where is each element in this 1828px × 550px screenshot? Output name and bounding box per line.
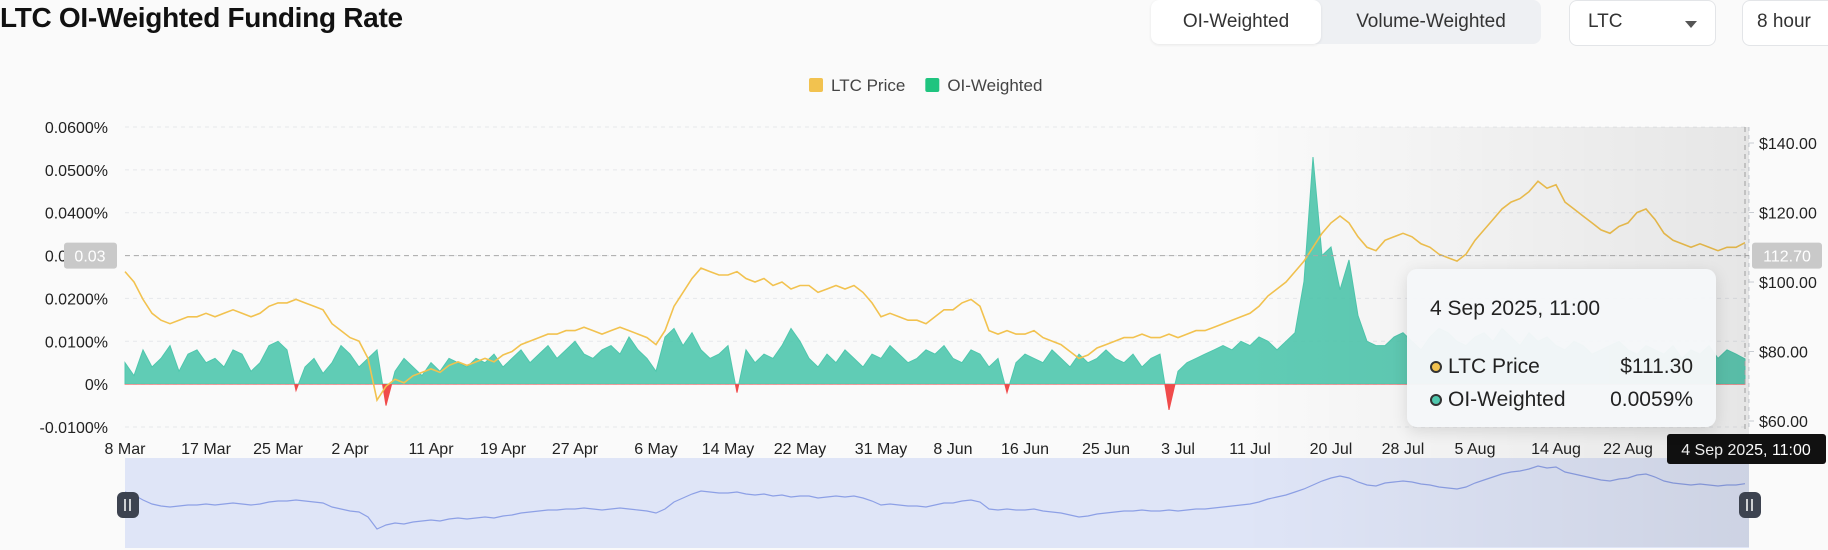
x-tick-label: 6 May	[634, 441, 678, 458]
page-title: LTC OI-Weighted Funding Rate	[0, 2, 403, 33]
legend-label: LTC Price	[831, 76, 905, 95]
y-tick-label: -0.0100%	[40, 420, 109, 437]
tab[interactable]: OI-Weighted	[1151, 0, 1321, 44]
x-tick-label: 3 Jul	[1161, 441, 1195, 458]
y-tick-label: 0.0100%	[45, 334, 108, 351]
tooltip-label: OI-Weighted	[1448, 388, 1566, 411]
x-tick-label: 19 Apr	[480, 441, 527, 458]
x-tick-label: 11 Apr	[408, 441, 454, 458]
x-tick-label: 2 Apr	[331, 441, 369, 458]
y2-tick-label: $140.00	[1759, 136, 1817, 153]
legend-swatch	[925, 78, 940, 92]
interval-select[interactable]: 8 hour	[1742, 0, 1828, 46]
y-tick-label: 0.0200%	[45, 291, 108, 308]
x-tick-label: 8 Jun	[933, 441, 972, 458]
x-tick-label: 31 May	[855, 441, 907, 458]
navigator-handle[interactable]	[1739, 492, 1761, 518]
tooltip-label: LTC Price	[1448, 355, 1540, 378]
x-tick-label: 16 Jun	[1001, 441, 1049, 458]
crosshair-y-label: 0.03	[74, 249, 105, 266]
select-value: 8 hour	[1757, 11, 1811, 32]
y-tick-label: 0.0400%	[45, 206, 108, 223]
y-tick-label: 0%	[85, 377, 108, 394]
y-tick-label: 0.0500%	[45, 163, 108, 180]
crosshair-y2-box	[1752, 242, 1822, 269]
x-tick-label: 8 Mar	[105, 441, 147, 458]
y-tick-label: 0.0600%	[45, 120, 108, 137]
tooltip-title: 4 Sep 2025, 11:00	[1430, 297, 1601, 320]
crosshair-y2-label: 112.70	[1763, 249, 1811, 266]
x-tick-label: 25 Jun	[1082, 441, 1130, 458]
select-value: LTC	[1588, 11, 1623, 32]
x-tick-label: 27 Apr	[552, 441, 599, 458]
y2-tick-label: $100.00	[1759, 275, 1817, 292]
caret	[1685, 21, 1697, 28]
legend-label: OI-Weighted	[947, 76, 1042, 95]
tooltip-row: OI-Weighted 0.0059%	[1430, 388, 1693, 412]
symbol-select[interactable]: LTC	[1569, 0, 1716, 46]
legend-swatch	[809, 78, 823, 92]
tooltip-row: LTC Price $111.30	[1430, 355, 1693, 379]
y2-tick-label: $120.00	[1759, 206, 1817, 223]
x-tick-label: 17 Mar	[181, 441, 231, 458]
weighting-tabs: OI-Weighted Volume-Weighted	[1151, 0, 1541, 44]
y2-tick-label: $80.00	[1759, 345, 1808, 362]
y2-tick-label: $60.00	[1759, 414, 1808, 431]
x-tick-label: 14 May	[702, 441, 754, 458]
tooltip-dot	[1430, 361, 1442, 373]
x-tick-label: 25 Mar	[253, 441, 303, 458]
x-tick-label: 22 May	[774, 441, 826, 458]
funding-area-negative	[124, 384, 1746, 411]
tab[interactable]: Volume-Weighted	[1356, 11, 1506, 32]
tooltip-dot	[1430, 394, 1442, 406]
tooltip-value: 0.0059%	[1610, 388, 1693, 411]
tooltip: 4 Sep 2025, 11:00 LTC Price $111.30 OI-We…	[1407, 269, 1716, 427]
tooltip-value: $111.30	[1620, 355, 1693, 378]
crosshair-y-box	[64, 242, 117, 269]
navigator-handle[interactable]	[117, 492, 139, 518]
